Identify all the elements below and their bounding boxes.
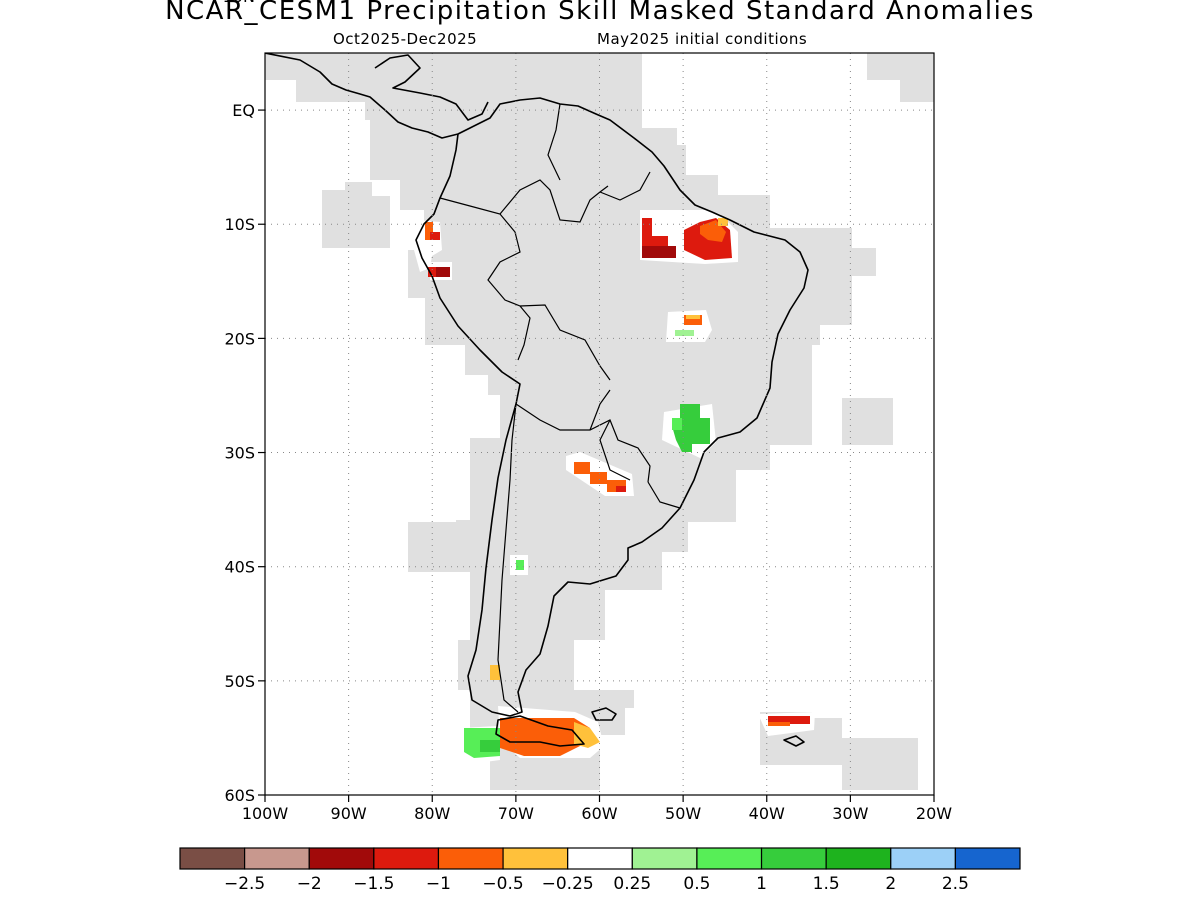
lon-tick-label: 60W	[581, 804, 617, 823]
colorbar-label: −0.5	[482, 874, 523, 894]
coast-falklands	[591, 707, 617, 721]
lat-tick-label: 40S	[224, 558, 255, 577]
colorbar-label: −0.25	[542, 874, 594, 894]
lon-tick-label: 90W	[331, 804, 367, 823]
page-title: NCAR_CESM1 Precipitation Skill Masked St…	[165, 0, 1035, 26]
colorbar: −2.5 −2 −1.5 −1 −0.5 −0.25 0.25 0.5 1 1.5 2 2.5	[179, 847, 1021, 894]
colorbar-label: 0.25	[613, 874, 651, 894]
gridlines	[265, 53, 934, 795]
colorbar-label: −2	[297, 874, 322, 894]
skill-mask	[265, 53, 934, 790]
mask-pacific-central-chile	[408, 522, 465, 572]
lat-tick-label: EQ	[232, 101, 255, 120]
colorbar-swatch	[308, 847, 375, 870]
anomaly-south-chile-green-dark	[480, 740, 500, 752]
lon-tick-label: 50W	[665, 804, 701, 823]
anomaly-east-brazil-light	[718, 218, 728, 226]
colorbar-swatch	[437, 847, 504, 870]
coastlines	[265, 53, 809, 747]
anomaly-north-peru-edge	[428, 267, 436, 277]
colorbar-swatch	[631, 847, 698, 870]
colorbar-swatch	[954, 847, 1021, 870]
mask-pacific-equatorial	[322, 182, 390, 248]
colorbar-swatch	[502, 847, 569, 870]
colorbar-label: 0.5	[683, 874, 710, 894]
coast-south-georgia	[783, 735, 805, 747]
colorbar-swatch	[567, 847, 633, 870]
anomaly-southeast-brazil	[672, 404, 710, 452]
colorbar-swatch	[890, 847, 956, 870]
anomaly-tierra-del-fuego-light	[574, 722, 600, 748]
anomaly-patagonia-small	[490, 665, 500, 680]
anomaly-south-georgia-orange	[768, 722, 790, 726]
lat-tick-label: 20S	[224, 329, 255, 348]
mask-south-atlantic-far	[842, 738, 918, 790]
lat-tick-label: 10N	[223, 0, 255, 6]
colorbar-label: 1.5	[813, 874, 840, 894]
country-borders	[433, 103, 681, 713]
anomaly-ecuador-strong	[430, 232, 440, 240]
lon-tick-label: 70W	[498, 804, 534, 823]
lon-tick-label: 40W	[749, 804, 785, 823]
anomaly-paraguay-3-strong	[616, 486, 626, 492]
lat-axis: 10N EQ 10S 20S 30S 40S 50S 60S	[223, 0, 265, 805]
colorbar-label: 2	[885, 874, 896, 894]
colorbar-label: −2.5	[224, 874, 265, 894]
coast-central-america-caribbean	[374, 54, 489, 121]
colorbar-label: −1	[426, 874, 451, 894]
lat-tick-label: 60S	[224, 786, 255, 805]
anomaly-central-brazil-green	[675, 330, 694, 336]
anomaly-patches	[425, 218, 810, 758]
lon-tick-label: 100W	[242, 804, 289, 823]
anomaly-north-peru	[434, 267, 450, 277]
lat-tick-label: 30S	[224, 444, 255, 463]
lon-tick-label: 30W	[832, 804, 868, 823]
coast-mexico-pacific	[265, 53, 459, 139]
colorbar-label: 2.5	[942, 874, 969, 894]
colorbar-label: 1	[756, 874, 767, 894]
lat-tick-label: 10S	[224, 215, 255, 234]
colorbar-swatch	[760, 847, 827, 870]
colorbar-swatch	[373, 847, 440, 870]
colorbar-swatch	[244, 847, 310, 870]
colorbar-label: −1.5	[353, 874, 394, 894]
colorbar-swatch	[825, 847, 892, 870]
anomaly-central-brazil-light	[686, 315, 700, 319]
coast-south-america	[415, 97, 809, 717]
anomaly-southeast-brazil-light	[672, 418, 682, 430]
lon-axis: 100W 90W 80W 70W 60W 50W 40W 30W 20W	[242, 795, 952, 823]
anomaly-paraguay-2	[590, 472, 607, 484]
mask-atlantic-subtropical	[842, 398, 893, 445]
colorbar-swatch	[696, 847, 763, 870]
anomaly-paraguay-1	[574, 462, 590, 474]
anomaly-argentina-green	[516, 560, 524, 570]
mask-main	[265, 53, 934, 790]
anomaly-tierra-del-fuego	[500, 718, 590, 756]
colorbar-swatch	[179, 847, 246, 870]
lon-tick-label: 80W	[414, 804, 450, 823]
lon-tick-label: 20W	[916, 804, 952, 823]
anomaly-amazon-mouth-strong	[642, 246, 676, 258]
coast-tierra-del-fuego	[495, 715, 585, 747]
forecast-period: Oct2025-Dec2025	[333, 30, 478, 48]
lat-tick-label: 50S	[224, 672, 255, 691]
initial-conditions: May2025 initial conditions	[597, 30, 808, 48]
